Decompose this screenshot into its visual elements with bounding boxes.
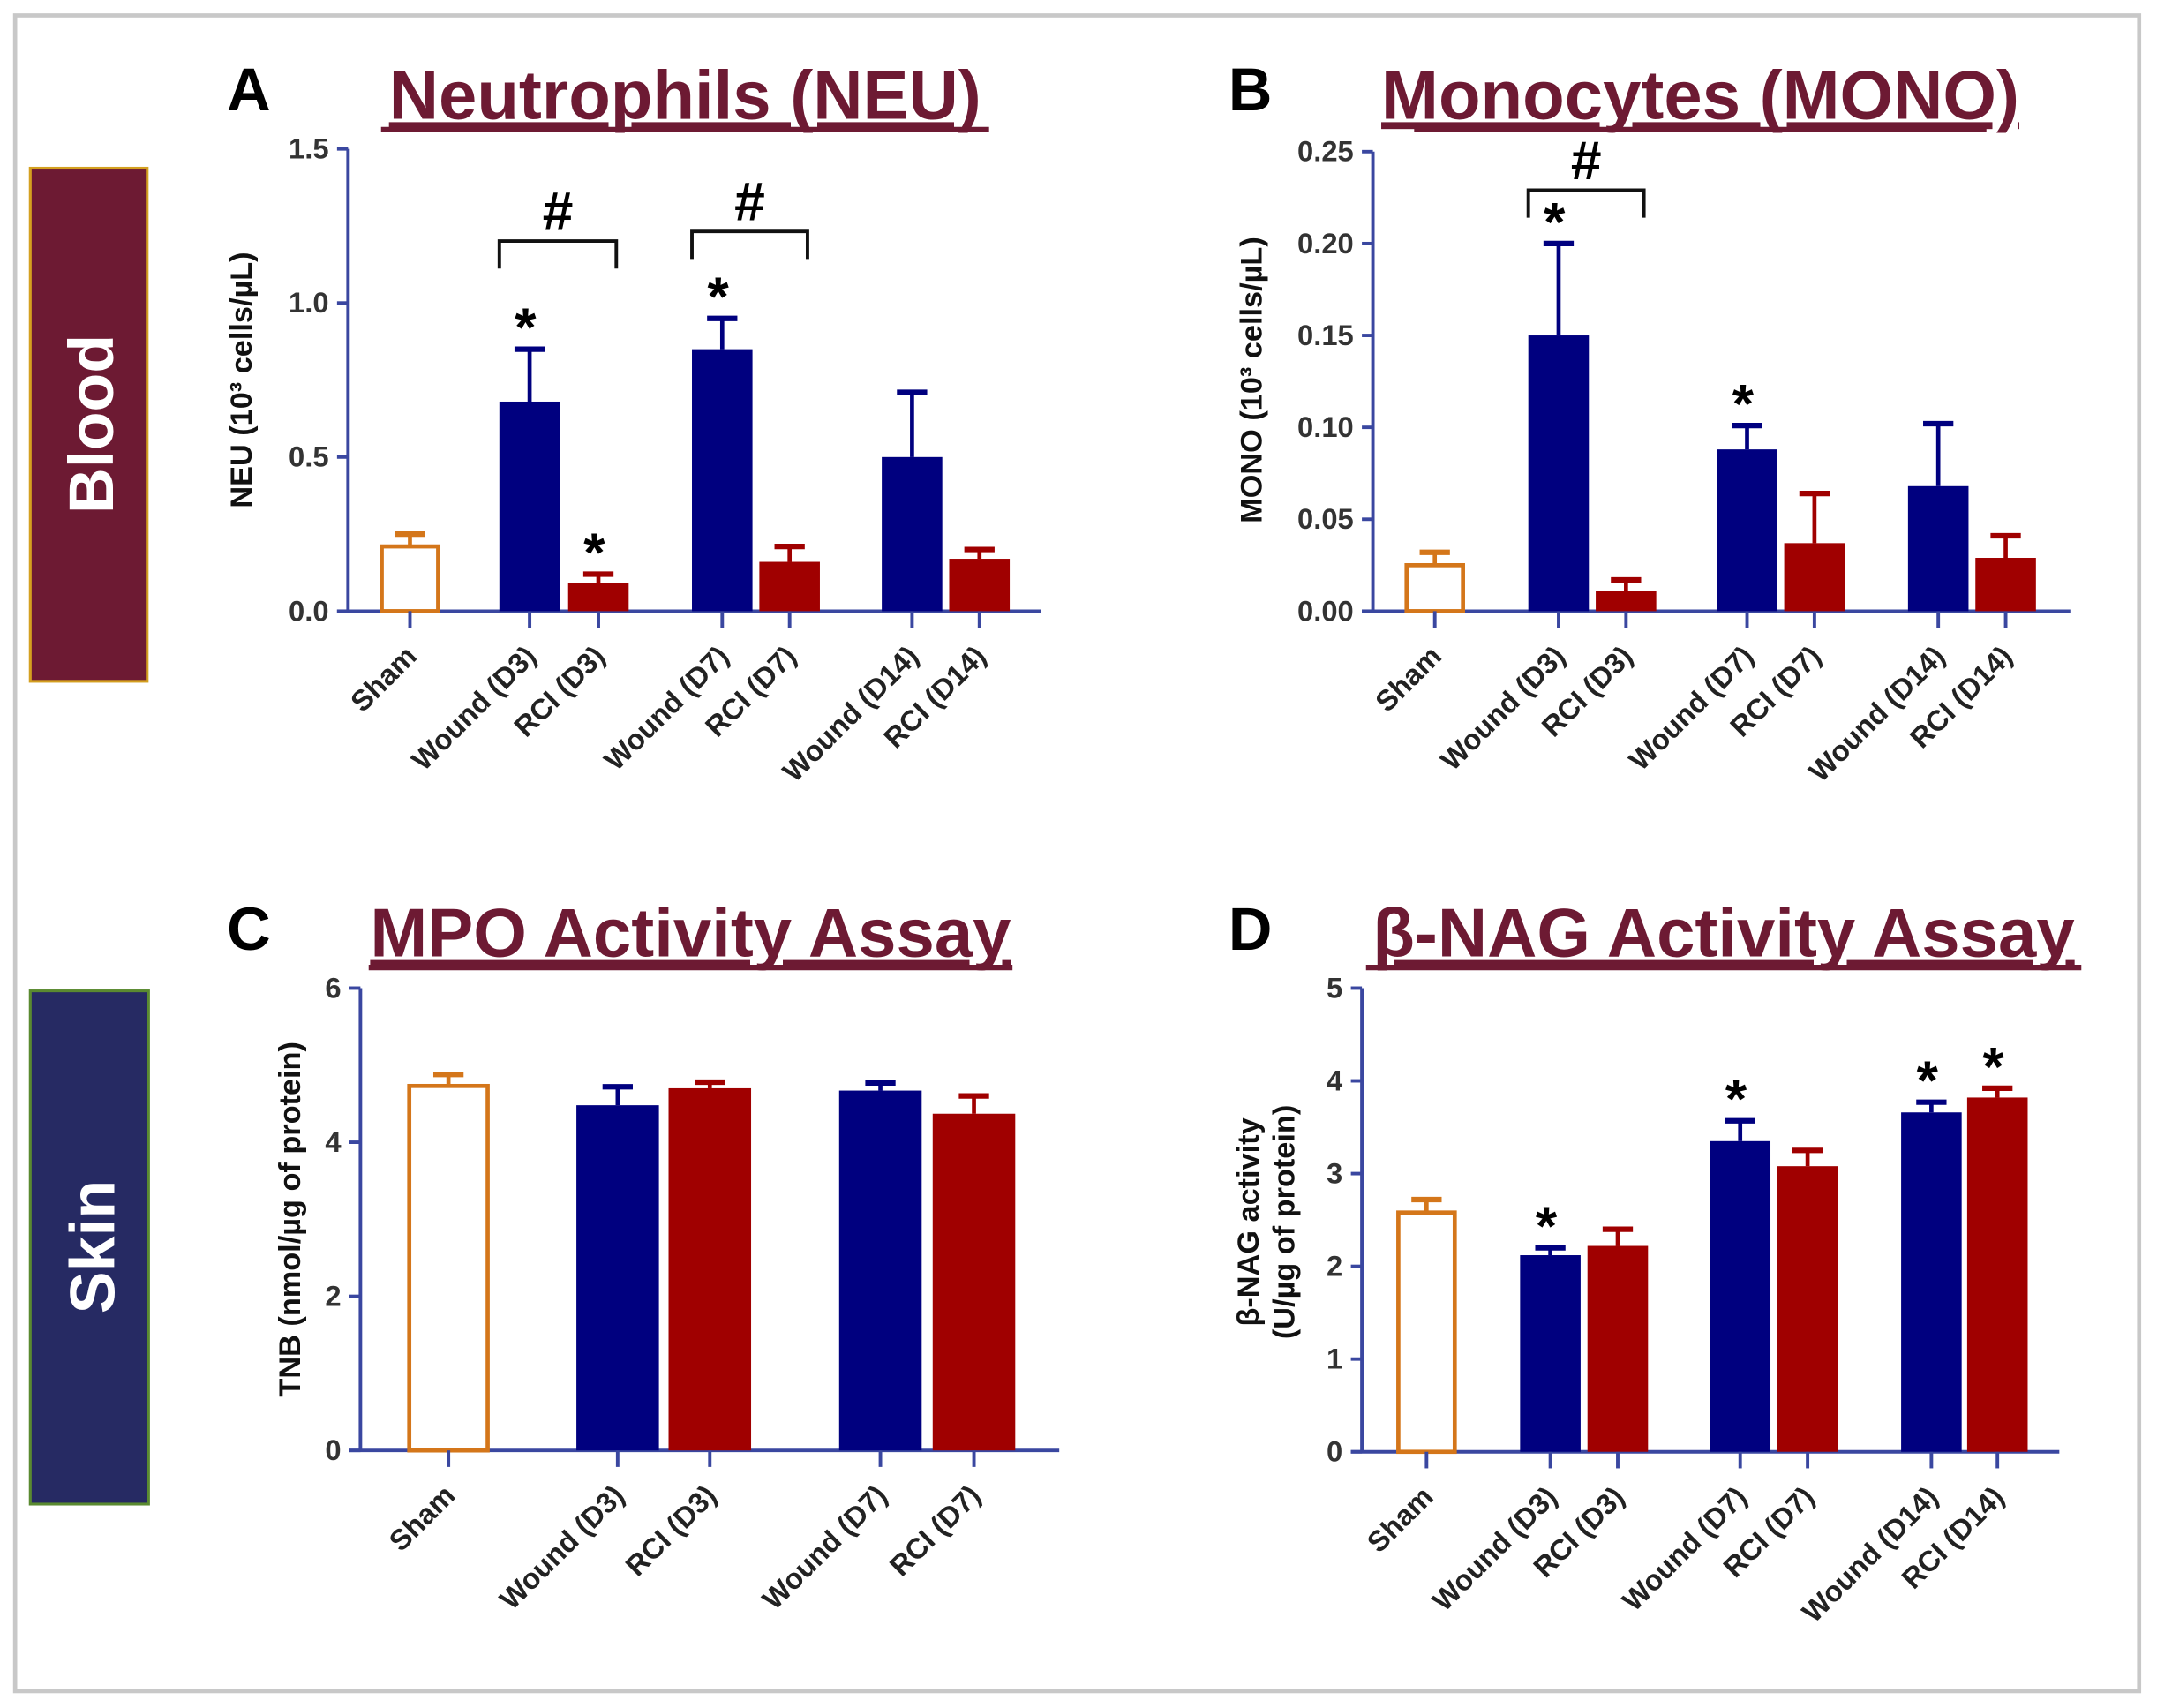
panel-title: Monocytes (MONO) <box>1381 56 2019 133</box>
y-tick-label: 0.5 <box>289 440 328 473</box>
y-tick-label: 0 <box>325 1433 341 1466</box>
comparison-bracket <box>1526 188 1646 218</box>
bar-rci-d3 <box>1587 1245 1649 1452</box>
y-tick-label: 4 <box>1327 1064 1343 1096</box>
bar-rci-d7 <box>1777 1166 1838 1452</box>
panel-letter: D <box>1229 895 1273 963</box>
y-tick-label: 0.20 <box>1297 227 1354 260</box>
bar-wound-d7 <box>1717 449 1777 612</box>
y-tick-label: 0.25 <box>1297 135 1354 168</box>
y-tick-label: 0.15 <box>1297 319 1354 351</box>
y-tick-label: 0.05 <box>1297 502 1354 535</box>
bar-sham <box>1396 1210 1457 1455</box>
y-tick-label: 1.5 <box>289 132 328 165</box>
significance-star: * <box>1732 374 1755 435</box>
significance-star: * <box>1536 1197 1558 1258</box>
bar-rci-d14 <box>1975 558 2036 612</box>
y-tick-label: 6 <box>325 971 341 1004</box>
y-tick-label: 0.00 <box>1297 594 1354 627</box>
bar-wound-d3 <box>1520 1255 1581 1452</box>
bar-wound-d7 <box>1710 1140 1771 1452</box>
bar-rci-d3 <box>1596 591 1657 612</box>
bar-rci-d3 <box>567 583 629 612</box>
y-tick-label: 0.0 <box>289 594 328 627</box>
bar-rci-d7 <box>932 1113 1016 1451</box>
bar-wound-d3 <box>1528 335 1590 612</box>
y-tick-label: 0 <box>1327 1435 1342 1468</box>
significance-star: * <box>1544 192 1566 253</box>
significance-star: * <box>1982 1037 2004 1098</box>
y-axis-label: β-NAG activity <box>1232 1117 1266 1326</box>
y-tick-label: 4 <box>325 1125 342 1158</box>
significance-hash: # <box>543 182 574 243</box>
bar-wound-d7 <box>692 349 753 612</box>
bar-wound-d14 <box>882 456 943 612</box>
significance-hash: # <box>1571 131 1602 192</box>
y-tick-label: 1 <box>1327 1343 1342 1375</box>
y-axis-label: MONO (10³ cells/µL) <box>1235 237 1268 523</box>
y-tick-label: 1.0 <box>289 286 328 319</box>
blood-label-box <box>28 166 149 683</box>
y-tick-label: 2 <box>1327 1250 1342 1283</box>
blood-label: Blood <box>56 335 127 514</box>
panel-letter: B <box>1229 56 1273 124</box>
bar-wound-d3 <box>499 401 560 612</box>
significance-star: * <box>515 298 537 359</box>
significance-star: * <box>583 523 605 583</box>
bar-wound-d14 <box>1907 485 1969 612</box>
panel-title: Neutrophils (NEU) <box>389 56 981 133</box>
bar-rci-d3 <box>668 1087 752 1451</box>
y-tick-label: 3 <box>1327 1156 1342 1189</box>
panel-letter: C <box>227 895 271 963</box>
y-axis-label: TNB (nmol/µg of protein) <box>274 1042 307 1397</box>
significance-hash: # <box>734 172 765 233</box>
y-tick-label: 5 <box>1327 971 1342 1004</box>
bar-rci-d7 <box>759 561 820 612</box>
significance-star: * <box>1917 1051 1939 1112</box>
panel-title: MPO Activity Assay <box>370 894 1011 972</box>
y-axis-label: NEU (10³ cells/µL) <box>225 252 259 508</box>
bar-wound-d3 <box>576 1105 659 1451</box>
bar-wound-d14 <box>1901 1112 1962 1452</box>
y-axis-label-line2: (U/µg of protein) <box>1268 1105 1302 1339</box>
bar-rci-d14 <box>949 559 1011 612</box>
bar-wound-d7 <box>838 1090 922 1451</box>
bar-sham <box>1404 562 1465 613</box>
comparison-bracket <box>690 229 809 260</box>
skin-label: Skin <box>57 1180 128 1313</box>
comparison-bracket <box>497 239 619 269</box>
significance-star: * <box>707 267 729 328</box>
significance-star: * <box>1725 1070 1747 1131</box>
y-tick-label: 2 <box>325 1280 341 1313</box>
skin-label-box <box>28 989 150 1506</box>
bar-sham <box>407 1083 490 1453</box>
y-tick-label: 0.10 <box>1297 410 1354 443</box>
panel-letter: A <box>227 56 271 124</box>
bar-rci-d7 <box>1784 543 1845 612</box>
bar-sham <box>380 544 440 613</box>
bar-rci-d14 <box>1966 1097 2028 1452</box>
panel-title: β-NAG Activity Assay <box>1372 894 2074 972</box>
